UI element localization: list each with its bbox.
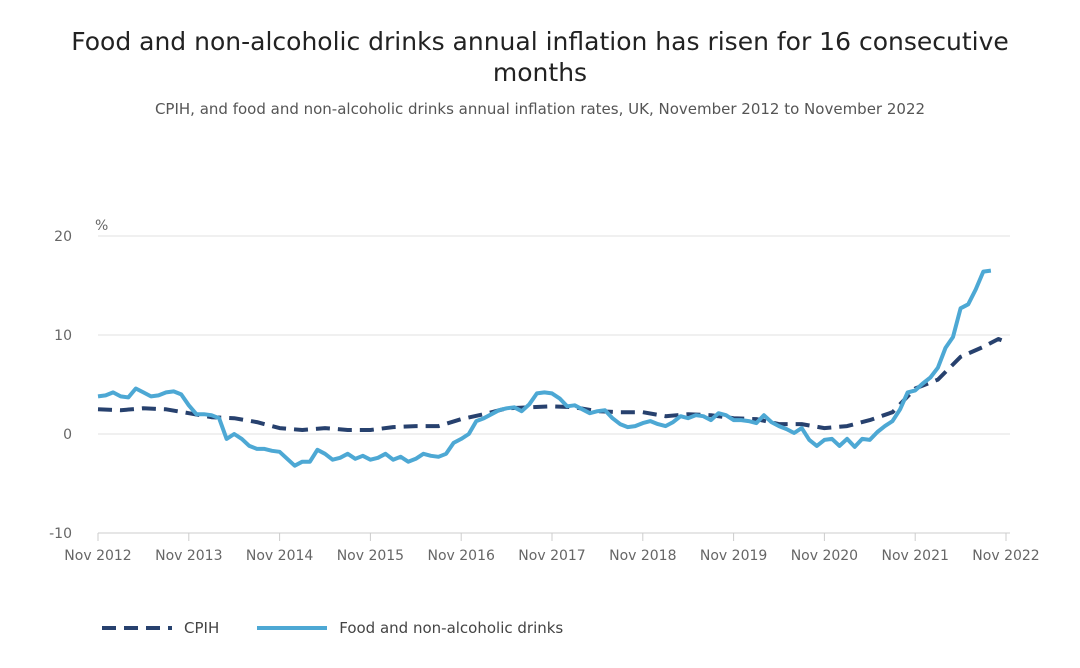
legend-item-cpih[interactable]: CPIH: [100, 619, 219, 637]
series-lines: [97, 268, 1007, 468]
chart-subtitle: CPIH, and food and non-alcoholic drinks …: [154, 100, 926, 118]
legend-item-food[interactable]: Food and non-alcoholic drinks: [255, 619, 563, 637]
legend-label-cpih: CPIH: [184, 619, 220, 637]
x-tick-label: Nov 2013: [155, 548, 222, 564]
gridlines: [98, 235, 1010, 435]
x-tick-label: Nov 2015: [337, 548, 404, 564]
y-tick-label: 20: [54, 229, 72, 245]
x-tick-label: Nov 2022: [972, 548, 1039, 564]
x-tick-label: Nov 2019: [700, 548, 767, 564]
y-tick-label: -10: [49, 526, 72, 542]
y-tick-label: 10: [54, 328, 72, 344]
series-line-cpih: [97, 337, 1007, 432]
x-tick-label: Nov 2020: [791, 548, 858, 564]
x-tick-label: Nov 2021: [881, 548, 948, 564]
y-axis-unit-label: %: [95, 218, 108, 234]
legend-label-food: Food and non-alcoholic drinks: [339, 619, 564, 637]
x-tick-label: Nov 2014: [246, 548, 313, 564]
y-axis-tick-labels: 20 10 0 -10: [49, 229, 72, 542]
x-tick-label: Nov 2016: [427, 548, 494, 564]
legend: CPIH Food and non-alcoholic drinks: [100, 616, 599, 640]
x-tick-label: Nov 2018: [609, 548, 676, 564]
solid-line-swatch-icon: [257, 626, 328, 630]
chart-title: Food and non-alcoholic drinks annual inf…: [71, 27, 1009, 87]
y-tick-label: 0: [63, 427, 72, 443]
x-tick-label: Nov 2012: [64, 548, 131, 564]
x-axis: Nov 2012 Nov 2013 Nov 2014 Nov 2015 Nov 2016…: [64, 532, 1040, 564]
dashed-line-swatch-icon: [102, 626, 172, 630]
x-tick-label: Nov 2017: [518, 548, 585, 564]
series-line-food: [97, 268, 992, 468]
